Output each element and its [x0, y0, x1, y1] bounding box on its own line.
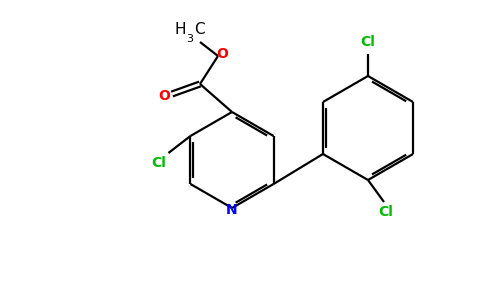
Text: H: H: [175, 22, 186, 38]
Text: C: C: [194, 22, 205, 38]
Text: N: N: [226, 203, 238, 217]
Text: Cl: Cl: [151, 156, 166, 170]
Text: O: O: [158, 89, 170, 103]
Text: 3: 3: [186, 34, 193, 44]
Text: Cl: Cl: [361, 35, 376, 49]
Text: O: O: [216, 47, 228, 61]
Text: Cl: Cl: [378, 205, 393, 219]
